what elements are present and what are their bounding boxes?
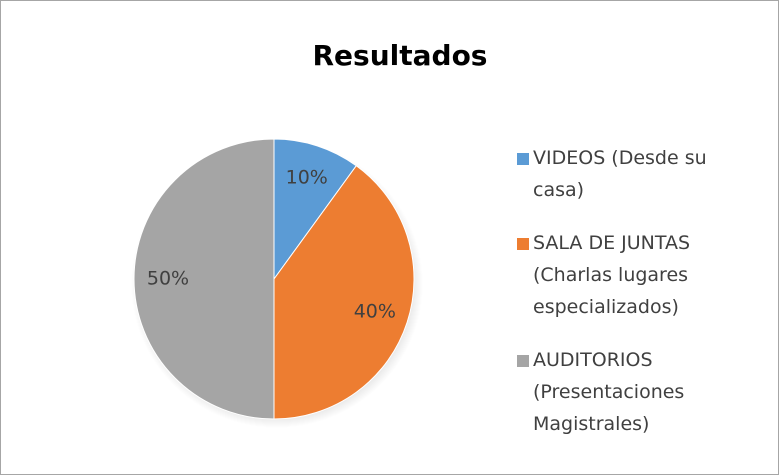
legend-label: VIDEOS (Desde su casa) — [533, 147, 707, 201]
pie-slice — [273, 165, 415, 420]
legend-label: SALA DE JUNTAS (Charlas lugares especial… — [533, 232, 691, 318]
pie-slice — [133, 138, 275, 420]
slice-label: 40% — [354, 300, 396, 322]
legend-label: AUDITORIOS (Presentaciones Magistrales) — [533, 349, 685, 435]
legend-swatch — [517, 153, 529, 165]
legend: VIDEOS (Desde su casa) SALA DE JUNTAS (Ch… — [517, 142, 767, 461]
slice-label: 50% — [147, 268, 189, 290]
legend-item: SALA DE JUNTAS (Charlas lugares especial… — [517, 227, 767, 323]
pie-slice — [273, 138, 357, 281]
legend-item: AUDITORIOS (Presentaciones Magistrales) — [517, 344, 767, 440]
legend-swatch — [517, 238, 529, 250]
legend-swatch — [517, 355, 529, 367]
legend-item: VIDEOS (Desde su casa) — [517, 142, 767, 206]
chart-title: Resultados — [313, 39, 488, 72]
pie — [133, 138, 415, 420]
slice-label: 10% — [286, 167, 328, 189]
